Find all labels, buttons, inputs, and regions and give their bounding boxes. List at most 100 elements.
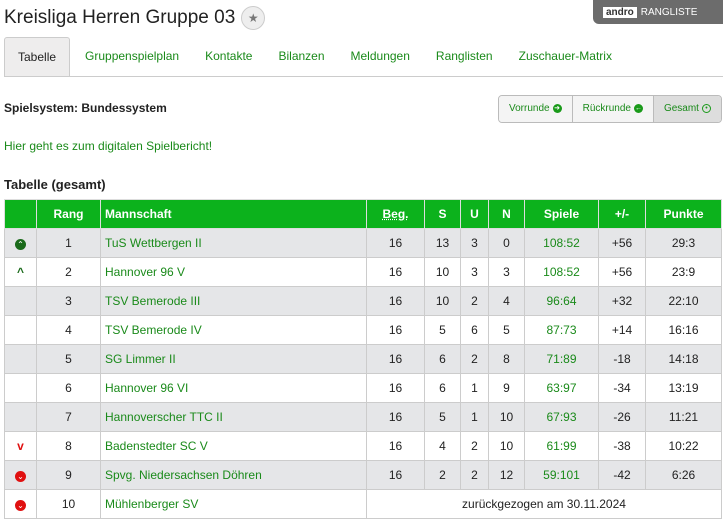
spiele: 61:99 <box>524 431 599 461</box>
diff: +56 <box>598 257 646 287</box>
unentschieden: 1 <box>460 373 489 403</box>
beg: 16 <box>366 402 425 432</box>
vorrunde-label: Vorrunde <box>509 103 550 114</box>
col-u: U <box>460 199 489 229</box>
col-rang: Rang <box>36 199 101 229</box>
table-row: 5 SG Limmer II 16 6 2 8 71:89 -18 14:18 <box>4 344 722 374</box>
rang: 1 <box>36 228 101 258</box>
siege: 4 <box>424 431 461 461</box>
col-beg: Beg. <box>366 199 425 229</box>
team-link[interactable]: Hannoverscher TTC II <box>100 402 367 432</box>
tab-zuschauer-matrix[interactable]: Zuschauer-Matrix <box>518 49 612 63</box>
punkte: 14:18 <box>645 344 722 374</box>
spiele: 71:89 <box>524 344 599 374</box>
unentschieden: 3 <box>460 228 489 258</box>
gesamt-button[interactable]: Gesamt • <box>653 96 721 122</box>
beg: 16 <box>366 373 425 403</box>
tab-meldungen[interactable]: Meldungen <box>350 49 410 63</box>
rueckrunde-button[interactable]: Rückrunde ← <box>572 96 654 122</box>
niederlagen: 3 <box>488 257 525 287</box>
team-link[interactable]: TuS Wettbergen II <box>100 228 367 258</box>
spiele: 59:101 <box>524 460 599 490</box>
niederlagen: 10 <box>488 402 525 432</box>
chevron-down-icon: v <box>4 431 37 461</box>
diff: -18 <box>598 344 646 374</box>
tab-bar: Tabelle Gruppenspielplan Kontakte Bilanz… <box>4 37 723 77</box>
beg: 16 <box>366 257 425 287</box>
beg: 16 <box>366 460 425 490</box>
table-row: ⌃ 1 TuS Wettbergen II 16 13 3 0 108:52 +56 29:3 <box>4 228 722 258</box>
table-row: 6 Hannover 96 VI 16 6 1 9 63:97 -34 13:19 <box>4 373 722 403</box>
tab-ranglisten[interactable]: Ranglisten <box>435 49 493 63</box>
table-row: 3 TSV Bemerode III 16 10 2 4 96:64 +32 22:10 <box>4 286 722 316</box>
favorite-star-icon[interactable]: ★ <box>241 6 266 30</box>
siege: 6 <box>424 373 461 403</box>
tab-bilanzen[interactable]: Bilanzen <box>278 49 325 63</box>
page-title: Kreisliga Herren Gruppe 03 ★ <box>4 6 266 30</box>
team-link[interactable]: TSV Bemerode III <box>100 286 367 316</box>
team-link[interactable]: Hannover 96 V <box>100 257 367 287</box>
spiele: 87:73 <box>524 315 599 345</box>
niederlagen: 8 <box>488 344 525 374</box>
spiele: 63:97 <box>524 373 599 403</box>
beg: 16 <box>366 431 425 461</box>
col-spiele: Spiele <box>524 199 599 229</box>
col-s: S <box>424 199 461 229</box>
punkte: 22:10 <box>645 286 722 316</box>
team-link[interactable]: SG Limmer II <box>100 344 367 374</box>
rang: 2 <box>36 257 101 287</box>
team-link[interactable]: TSV Bemerode IV <box>100 315 367 345</box>
arrow-left-icon: ← <box>633 103 643 113</box>
spielsystem-label: Spielsystem: Bundessystem <box>4 101 167 115</box>
tab-kontakte[interactable]: Kontakte <box>205 49 253 63</box>
table-row: ⌄ 9 Spvg. Niedersachsen Döhren 16 2 2 12 59:101… <box>4 460 722 490</box>
spiele: 96:64 <box>524 286 599 316</box>
spielbericht-link[interactable]: Hier geht es zum digitalen Spielbericht! <box>4 139 213 153</box>
tendency-cell <box>4 344 37 374</box>
team-link[interactable]: Spvg. Niedersachsen Döhren <box>100 460 367 490</box>
punkte: 10:22 <box>645 431 722 461</box>
vorrunde-button[interactable]: Vorrunde ➜ <box>499 96 573 122</box>
siege: 10 <box>424 257 461 287</box>
niederlagen: 4 <box>488 286 525 316</box>
rang: 6 <box>36 373 101 403</box>
beg: 16 <box>366 344 425 374</box>
andro-rangliste-logo[interactable]: andro RANGLISTE <box>593 0 723 24</box>
niederlagen: 10 <box>488 431 525 461</box>
rangliste-logo-text: RANGLISTE <box>640 6 698 18</box>
siege: 10 <box>424 286 461 316</box>
chevron-up-icon: ^ <box>4 257 37 287</box>
col-punkte: Punkte <box>645 199 722 229</box>
tab-tabelle[interactable]: Tabelle <box>4 37 71 76</box>
beg: 16 <box>366 315 425 345</box>
unentschieden: 2 <box>460 344 489 374</box>
table-row: 4 TSV Bemerode IV 16 5 6 5 87:73 +14 16:16 <box>4 315 722 345</box>
diff: -26 <box>598 402 646 432</box>
tendency-cell <box>4 373 37 403</box>
diff: -34 <box>598 373 646 403</box>
tab-gruppenspielplan[interactable]: Gruppenspielplan <box>85 49 180 63</box>
unentschieden: 2 <box>460 431 489 461</box>
table-header: Rang Mannschaft Beg. S U N Spiele +/- Pu… <box>4 199 722 229</box>
rang: 4 <box>36 315 101 345</box>
rang: 5 <box>36 344 101 374</box>
col-tendency <box>4 199 37 229</box>
rang: 3 <box>36 286 101 316</box>
relegation-icon: ⌄ <box>4 460 37 490</box>
unentschieden: 1 <box>460 402 489 432</box>
col-n: N <box>488 199 525 229</box>
unentschieden: 3 <box>460 257 489 287</box>
team-link[interactable]: Badenstedter SC V <box>100 431 367 461</box>
col-beg-label: Beg. <box>382 207 409 221</box>
punkte: 11:21 <box>645 402 722 432</box>
diff: +14 <box>598 315 646 345</box>
rang: 9 <box>36 460 101 490</box>
unentschieden: 2 <box>460 286 489 316</box>
spiele: 67:93 <box>524 402 599 432</box>
rueckrunde-label: Rückrunde <box>582 103 631 114</box>
unentschieden: 2 <box>460 460 489 490</box>
siege: 6 <box>424 344 461 374</box>
team-link[interactable]: Hannover 96 VI <box>100 373 367 403</box>
punkte: 16:16 <box>645 315 722 345</box>
table-row: ^ 2 Hannover 96 V 16 10 3 3 108:52 +56 23:9 <box>4 257 722 287</box>
